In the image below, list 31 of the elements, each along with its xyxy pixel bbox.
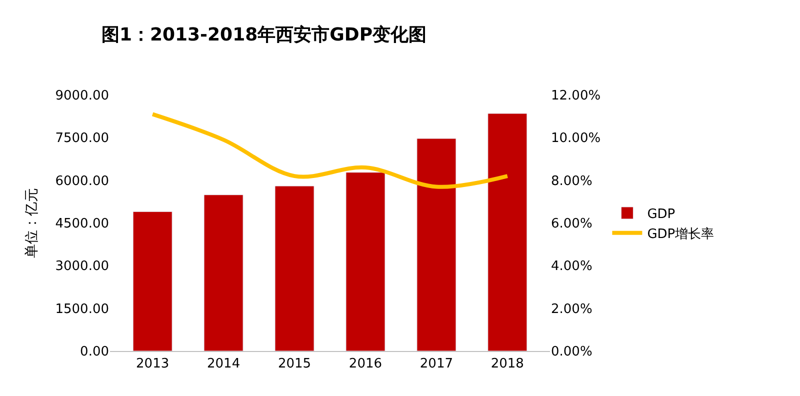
y2-tick-label: 8.00% bbox=[551, 174, 592, 189]
y-tick-label: 7500.00 bbox=[55, 131, 109, 146]
bar bbox=[132, 211, 172, 351]
y-tick-label: 9000.00 bbox=[55, 88, 109, 104]
y2-tick-label: 12.00% bbox=[551, 88, 601, 104]
bar bbox=[204, 194, 244, 351]
line-series bbox=[150, 112, 510, 189]
x-tick-label: 2017 bbox=[420, 356, 453, 372]
y-axis-title: 单位：亿元 bbox=[24, 188, 40, 258]
bar bbox=[488, 113, 528, 351]
y2-tick-label: 6.00% bbox=[551, 216, 592, 232]
y-tick-label: 1500.00 bbox=[55, 302, 109, 317]
y2-tick-label: 10.00% bbox=[551, 131, 601, 146]
x-tick-label: 2013 bbox=[136, 356, 170, 372]
legend-label: GDP增长率 bbox=[647, 226, 714, 242]
bar bbox=[346, 172, 386, 351]
y-tick-label: 3000.00 bbox=[55, 259, 109, 274]
x-tick-label: 2016 bbox=[348, 356, 382, 372]
bar bbox=[274, 186, 314, 351]
bar bbox=[416, 138, 456, 351]
y-tick-label: 0.00 bbox=[80, 344, 109, 360]
y2-tick-label: 0.00% bbox=[551, 344, 592, 360]
x-tick-label: 2014 bbox=[207, 356, 240, 372]
y-tick-label: 6000.00 bbox=[55, 174, 109, 189]
x-tick-label: 2018 bbox=[490, 356, 524, 372]
x-tick-label: 2015 bbox=[278, 356, 312, 372]
chart-title: 图1：2013-2018年西安市GDP变化图 bbox=[101, 24, 427, 46]
y2-tick-label: 2.00% bbox=[551, 302, 592, 317]
legend-label: GDP bbox=[647, 207, 676, 222]
y2-tick-label: 4.00% bbox=[551, 259, 592, 274]
y-tick-label: 4500.00 bbox=[55, 216, 109, 232]
